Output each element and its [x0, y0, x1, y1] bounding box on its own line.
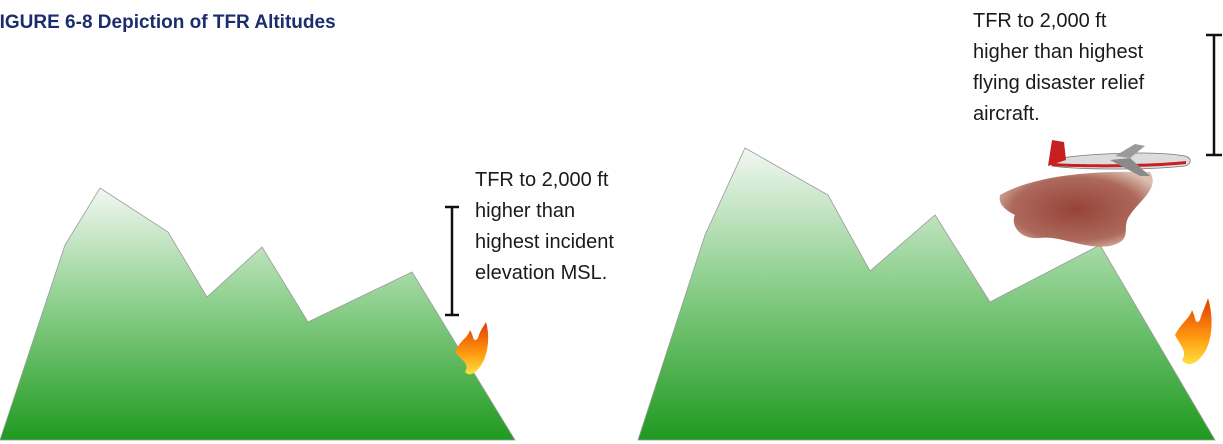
annotation-line: TFR to 2,000 ft — [973, 10, 1107, 32]
annotation-line: flying disaster relief — [973, 72, 1145, 94]
annotation-line: TFR to 2,000 ft — [475, 169, 609, 191]
diagram: FIGURE 6-8 Depiction of TFR Altitudes TF… — [0, 0, 1223, 444]
figure-title: FIGURE 6-8 Depiction of TFR Altitudes — [0, 12, 336, 33]
annotation: TFR to 2,000 ft higher than highest inci… — [475, 169, 620, 284]
retardant-drop — [1000, 172, 1153, 247]
annotation-line: highest incident — [475, 231, 614, 253]
annotation-line: elevation MSL. — [475, 262, 607, 284]
annotation-line: higher than — [475, 200, 575, 222]
fire — [1175, 298, 1212, 364]
altitude-bracket — [1206, 35, 1222, 155]
altitude-bracket — [445, 207, 459, 315]
aircraft — [1048, 140, 1190, 176]
annotation-line: aircraft. — [973, 103, 1040, 125]
annotation-line: higher than highest — [973, 41, 1144, 63]
mountain — [0, 188, 515, 440]
annotation: TFR to 2,000 ft higher than highest flyi… — [973, 10, 1150, 125]
